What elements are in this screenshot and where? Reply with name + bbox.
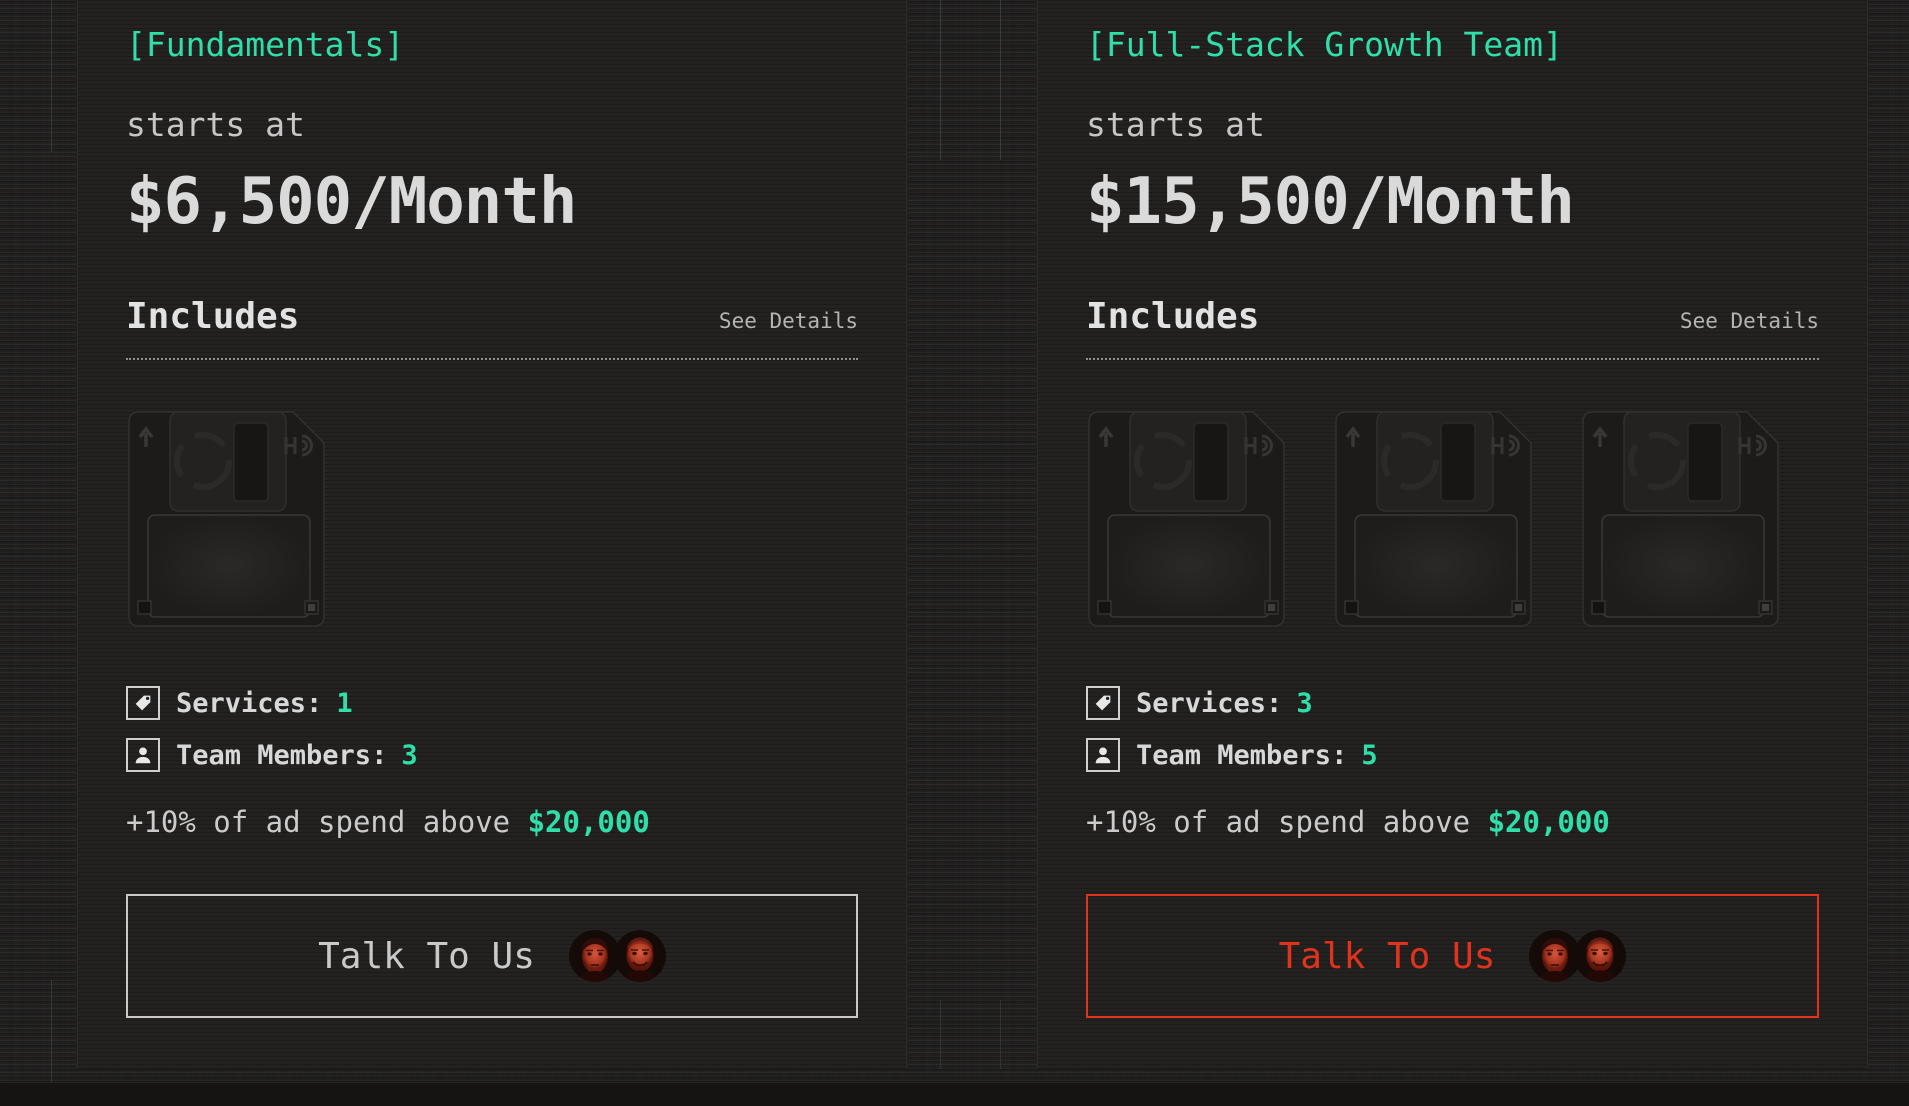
included-service-disks (126, 411, 858, 627)
ad-spend-surcharge: +10% of ad spend above $20,000 (1086, 805, 1610, 839)
head-door-disk-icon (1088, 411, 1285, 627)
includes-heading: Includes (126, 296, 300, 337)
plan-price: $6,500/Month (126, 165, 577, 239)
plan-specs: Services: 3 Team Members: 5 (1086, 683, 1819, 775)
gutter-line-4 (1000, 1000, 1001, 1069)
frame-tick-top-left (51, 0, 52, 152)
head-spark-disk-icon (1335, 411, 1532, 627)
team-members-value: 3 (401, 739, 418, 771)
services-label: Services: (1136, 687, 1283, 719)
head-beams-disk-icon (1582, 411, 1779, 627)
dotted-divider (126, 358, 858, 360)
starts-at-label: starts at (1086, 105, 1265, 144)
services-value: 1 (336, 687, 353, 719)
founder-avatars (568, 930, 666, 982)
talk-to-us-button[interactable]: Talk To Us (1086, 894, 1819, 1018)
talk-to-us-label: Talk To Us (1278, 935, 1496, 977)
founder-avatar-1 (568, 930, 621, 982)
ad-spend-surcharge: +10% of ad spend above $20,000 (126, 805, 650, 839)
tag-icon (1086, 686, 1120, 720)
team-members-spec-row: Team Members: 3 (126, 735, 858, 775)
services-value: 3 (1296, 687, 1313, 719)
tag-icon (126, 686, 160, 720)
pricing-card-full-stack-growth-team: [Full-Stack Growth Team] starts at $15,5… (1037, 0, 1868, 1069)
head-door-disk-icon (128, 411, 325, 627)
founder-avatars (1529, 930, 1627, 982)
surcharge-threshold: $20,000 (527, 805, 650, 839)
talk-to-us-label: Talk To Us (318, 935, 535, 977)
starts-at-label: starts at (126, 105, 305, 144)
team-members-label: Team Members: (1136, 739, 1348, 771)
services-spec-row: Services: 3 (1086, 683, 1819, 723)
plan-title: [Full-Stack Growth Team] (1086, 25, 1563, 64)
pricing-card-fundamentals: [Fundamentals] starts at $6,500/Month In… (77, 0, 907, 1069)
team-members-label: Team Members: (176, 739, 388, 771)
see-details-link[interactable]: See Details (1679, 309, 1819, 333)
plan-title: [Fundamentals] (126, 25, 405, 64)
dotted-divider (1086, 358, 1819, 360)
services-spec-row: Services: 1 (126, 683, 858, 723)
includes-heading: Includes (1086, 296, 1260, 337)
plan-price: $15,500/Month (1086, 165, 1575, 239)
included-service-disks (1086, 411, 1819, 627)
see-details-link[interactable]: See Details (718, 309, 858, 333)
surcharge-threshold: $20,000 (1487, 805, 1610, 839)
frame-tick-bottom-left (51, 980, 52, 1092)
person-icon (126, 738, 160, 772)
person-icon (1086, 738, 1120, 772)
team-members-value: 5 (1361, 739, 1378, 771)
services-label: Services: (176, 687, 323, 719)
founder-avatar-1 (1529, 930, 1582, 982)
plan-specs: Services: 1 Team Members: 3 (126, 683, 858, 775)
gutter-line-1 (940, 0, 941, 160)
gutter-line-3 (940, 1000, 941, 1069)
founder-avatar-2 (613, 930, 666, 982)
founder-avatar-2 (1574, 930, 1627, 982)
bottom-edge-bar (0, 1082, 1909, 1106)
talk-to-us-button[interactable]: Talk To Us (126, 894, 858, 1018)
gutter-line-2 (1000, 0, 1001, 160)
team-members-spec-row: Team Members: 5 (1086, 735, 1819, 775)
